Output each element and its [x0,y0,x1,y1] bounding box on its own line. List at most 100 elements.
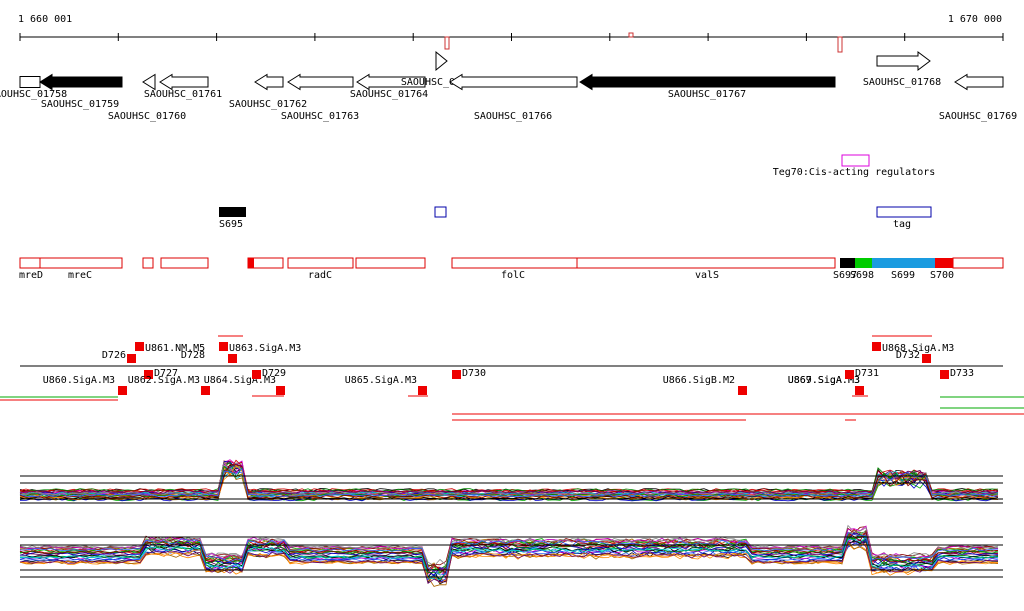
gene-label: SAOUHSC_01764 [350,89,428,100]
expression-trace [19,464,999,499]
site-marker [201,386,210,395]
site-marker [940,370,949,379]
operon-fill [855,258,872,268]
site-marker [228,354,237,363]
gene-label: SAOUHSC_01766 [474,111,552,122]
gene [954,73,1004,91]
operon-box [19,257,41,269]
ruler-mark [444,36,450,50]
site-marker [135,342,144,351]
site-marker [855,386,864,395]
gene-label: SAOUHSC_01761 [144,89,222,100]
gene-label: SAOUHSC_01768 [863,77,941,88]
gene [449,73,578,91]
site-label: U867.SigA.M3 [788,375,860,386]
site-marker [144,370,153,379]
site-marker [452,370,461,379]
operon-label: valS [695,270,719,281]
gene-label: SAOUHSC_01758 [0,89,67,100]
gene-label: SAOUHSC_01769 [939,111,1017,122]
site-label: U861.NM.M5 [145,343,205,354]
site-label: D731 [855,368,879,379]
expression-trace [19,462,999,492]
gene [287,73,354,91]
gene [579,73,836,91]
expression-trace [19,463,999,496]
gene [254,73,284,91]
feature [434,206,447,218]
gene [159,73,209,91]
operon-label: folC [501,270,525,281]
gene-label: SAOUHSC_01767 [668,89,746,100]
operon-label: mreD [19,270,43,281]
operon-fill [935,258,953,268]
gene [876,51,931,71]
operon-box [39,257,123,269]
gene [142,73,156,91]
site-marker [922,354,931,363]
site-marker [219,342,228,351]
operon-box [355,257,426,269]
ruler-mark [837,36,843,53]
site-label: D732 [896,350,920,361]
operon-label: S698 [850,270,874,281]
site-label: D726 [102,350,126,361]
operon-box [160,257,209,269]
expression-trace [19,463,999,495]
site-label: U860.SigA.M3 [43,375,115,386]
site-label: U868.SigA.M3 [882,343,954,354]
site-marker [127,354,136,363]
feature-label: Teg70:Cis-acting regulators [773,167,936,178]
operon-label: S697 [833,270,857,281]
expression-trace [19,460,999,495]
site-label: D729 [262,368,286,379]
operon-label: mreC [68,270,92,281]
expression-trace [19,530,999,573]
site-label: U866.SigB.M2 [663,375,735,386]
gene-label: SAOUHSC_01765 [401,77,479,88]
gene-label: SAOUHSC_01762 [229,99,307,110]
feature-label: tag [893,219,911,230]
expression-trace [19,459,999,494]
feature-label: S695 [219,219,243,230]
site-label: D733 [950,368,974,379]
operon-box [952,257,1004,269]
site-marker [252,370,261,379]
operon-label: S700 [930,270,954,281]
site-marker [738,386,747,395]
site-marker [118,386,127,395]
operon-box [576,257,836,269]
site-label: D730 [462,368,486,379]
gene [19,76,41,88]
ruler-start: 1 660 001 [18,14,72,25]
expression-trace [19,464,999,493]
site-label: D727 [154,368,178,379]
expression-trace [19,467,999,498]
site-marker [276,386,285,395]
operon-box [142,257,154,269]
site-label: U862.SigA.M3 [128,375,200,386]
gene [356,73,426,91]
site-marker [845,370,854,379]
ruler-mark [628,32,634,38]
site-label: U864.SigA.M3 [204,375,276,386]
site-marker [418,386,427,395]
operon-fill [840,258,855,268]
expression-trace [19,464,999,500]
operon-fill [872,258,935,268]
expression-trace [19,536,999,580]
site-label: U863.SigA.M3 [229,343,301,354]
expression-trace [19,532,999,576]
site-label: D728 [181,350,205,361]
expression-trace [19,527,999,570]
site-label: U869.SigA.M3 [788,375,860,386]
gene [435,50,448,72]
expression-trace [19,459,999,495]
expression-trace [19,539,998,584]
gene-label: SAOUHSC_01759 [41,99,119,110]
feature [841,154,870,167]
feature [876,206,932,218]
operon-box [451,257,578,269]
gene-label: SAOUHSC_01763 [281,111,359,122]
